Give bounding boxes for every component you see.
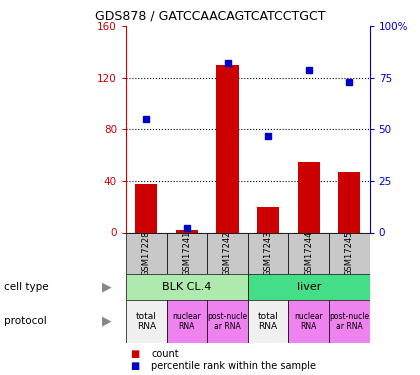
Text: ▶: ▶	[102, 280, 111, 293]
Text: ▶: ▶	[102, 314, 111, 327]
Text: GDS878 / GATCCAACAGTCATCCTGCT: GDS878 / GATCCAACAGTCATCCTGCT	[95, 9, 325, 22]
Bar	[176, 230, 198, 232]
Text: count: count	[151, 350, 179, 359]
Bar	[338, 172, 360, 232]
Text: liver: liver	[297, 282, 321, 292]
Bar	[126, 232, 167, 274]
Text: post-nucle
ar RNA: post-nucle ar RNA	[329, 312, 369, 331]
Text: GSM17245: GSM17245	[345, 230, 354, 276]
Bar	[289, 232, 329, 274]
Bar	[329, 300, 370, 343]
Bar	[297, 162, 320, 232]
Bar	[289, 300, 329, 343]
Bar	[329, 232, 370, 274]
Bar	[257, 207, 279, 232]
Text: GSM17242: GSM17242	[223, 230, 232, 276]
Text: GSM17244: GSM17244	[304, 230, 313, 276]
Bar	[126, 274, 248, 300]
Text: GSM17243: GSM17243	[264, 230, 273, 276]
Bar	[167, 300, 207, 343]
Bar	[248, 274, 370, 300]
Text: post-nucle
ar RNA: post-nucle ar RNA	[207, 312, 247, 331]
Text: protocol: protocol	[4, 316, 47, 326]
Bar	[216, 65, 239, 232]
Text: nuclear
RNA: nuclear RNA	[173, 312, 201, 331]
Text: percentile rank within the sample: percentile rank within the sample	[151, 361, 316, 370]
Bar	[167, 232, 207, 274]
Text: GSM17241: GSM17241	[182, 230, 192, 276]
Text: total
RNA: total RNA	[136, 312, 157, 331]
Bar	[126, 300, 167, 343]
Bar	[207, 232, 248, 274]
Text: total
RNA: total RNA	[257, 312, 278, 331]
Bar	[207, 300, 248, 343]
Text: BLK CL.4: BLK CL.4	[162, 282, 212, 292]
Text: GSM17228: GSM17228	[142, 230, 151, 276]
Text: ■: ■	[130, 361, 139, 370]
Text: cell type: cell type	[4, 282, 49, 292]
Bar	[135, 183, 158, 232]
Bar	[248, 300, 289, 343]
Bar	[248, 232, 289, 274]
Text: nuclear
RNA: nuclear RNA	[294, 312, 323, 331]
Text: ■: ■	[130, 350, 139, 359]
